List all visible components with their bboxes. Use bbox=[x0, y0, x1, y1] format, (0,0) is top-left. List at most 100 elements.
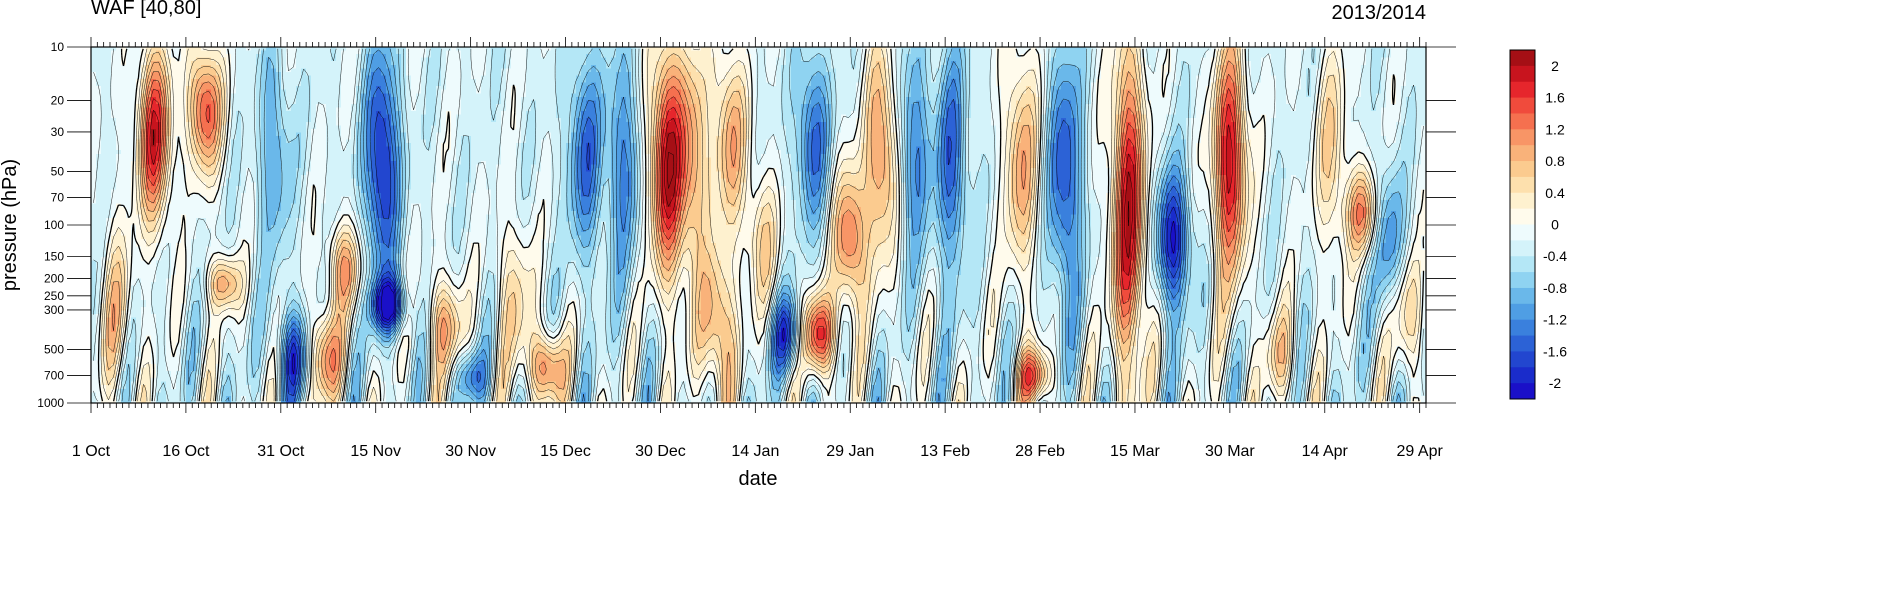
contour-cell bbox=[261, 68, 267, 72]
contour-cell bbox=[1251, 65, 1262, 69]
contour-cell bbox=[946, 129, 957, 133]
contour-cell bbox=[446, 61, 462, 65]
contour-cell bbox=[791, 58, 802, 62]
contour-cell bbox=[561, 143, 567, 147]
contour-cell bbox=[696, 118, 702, 122]
contour-cell bbox=[1151, 104, 1172, 108]
contour-cell bbox=[601, 132, 607, 136]
contour-cell bbox=[471, 51, 487, 55]
contour-cell bbox=[1116, 118, 1122, 122]
contour-cell bbox=[901, 118, 907, 122]
contour-cell bbox=[606, 122, 612, 126]
contour-cell bbox=[841, 122, 857, 126]
contour-cell bbox=[1356, 104, 1372, 108]
contour-cell bbox=[406, 132, 422, 136]
contour-cell bbox=[526, 93, 557, 97]
contour-cell bbox=[821, 86, 827, 90]
contour-cell bbox=[1406, 54, 1427, 58]
contour-cell bbox=[101, 136, 117, 140]
contour-cell bbox=[351, 122, 357, 126]
contour-cell bbox=[1271, 132, 1312, 136]
contour-cell bbox=[161, 150, 167, 154]
contour-cell bbox=[956, 61, 962, 65]
contour-cell bbox=[921, 104, 927, 108]
contour-cell bbox=[426, 83, 442, 87]
contour-cell bbox=[1096, 129, 1112, 133]
contour-cell bbox=[1226, 61, 1232, 65]
contour-cell bbox=[966, 132, 997, 136]
contour-cell bbox=[831, 79, 837, 83]
contour-cell bbox=[1091, 136, 1097, 140]
contour-cell bbox=[431, 140, 437, 144]
contour-cell bbox=[386, 111, 392, 115]
contour-cell bbox=[1416, 115, 1427, 119]
contour-cell bbox=[701, 140, 707, 144]
contour-cell bbox=[816, 104, 822, 108]
contour-cell bbox=[1146, 86, 1162, 90]
contour-cell bbox=[521, 118, 527, 122]
contour-cell bbox=[966, 125, 997, 129]
contour-cell bbox=[1006, 143, 1012, 147]
contour-cell bbox=[581, 154, 587, 158]
contour-cell bbox=[831, 75, 837, 79]
contour-cell bbox=[926, 65, 932, 69]
contour-cell bbox=[681, 68, 687, 72]
contour-cell bbox=[1146, 143, 1152, 147]
contour-cell bbox=[656, 93, 662, 97]
contour-cell bbox=[691, 111, 697, 115]
contour-cell bbox=[1031, 118, 1037, 122]
contour-cell bbox=[91, 79, 97, 83]
contour-cell bbox=[1036, 47, 1047, 51]
contour-cell bbox=[926, 72, 932, 76]
contour-cell bbox=[371, 154, 377, 158]
contour-cell bbox=[211, 115, 217, 119]
contour-cell bbox=[591, 83, 597, 87]
contour-cell bbox=[601, 150, 612, 154]
contour-cell bbox=[511, 51, 527, 55]
contour-cell bbox=[91, 118, 102, 122]
contour-cell bbox=[506, 61, 512, 65]
contour-cell bbox=[1216, 83, 1222, 87]
contour-cell bbox=[1111, 97, 1117, 101]
contour-cell bbox=[706, 90, 727, 94]
contour-cell bbox=[501, 100, 507, 104]
contour-cell bbox=[991, 75, 997, 79]
contour-cell bbox=[1406, 111, 1417, 115]
contour-cell bbox=[1206, 104, 1212, 108]
contour-cell bbox=[1056, 72, 1082, 76]
contour-cell bbox=[961, 47, 967, 51]
contour-cell bbox=[436, 104, 442, 108]
contour-cell bbox=[1286, 90, 1297, 94]
contour-cell bbox=[311, 83, 342, 87]
contour-cell bbox=[471, 147, 502, 151]
contour-cell bbox=[1326, 61, 1337, 65]
contour-cell bbox=[636, 129, 642, 133]
contour-cell bbox=[941, 143, 947, 147]
contour-cell bbox=[1216, 150, 1222, 154]
contour-cell bbox=[556, 83, 577, 87]
contour-cell bbox=[926, 68, 932, 72]
contour-cell bbox=[341, 54, 357, 58]
contour-cell bbox=[221, 104, 227, 108]
contour-cell bbox=[911, 154, 917, 158]
contour-cell bbox=[301, 75, 312, 79]
contour-cell bbox=[231, 61, 237, 65]
contour-cell bbox=[1136, 140, 1142, 144]
contour-cell bbox=[901, 61, 907, 65]
contour-cell bbox=[701, 147, 707, 151]
contour-cell bbox=[1076, 111, 1082, 115]
contour-cell bbox=[456, 147, 462, 151]
contour-cell bbox=[1171, 54, 1177, 58]
contour-cell bbox=[1056, 143, 1072, 147]
contour-cell bbox=[246, 47, 252, 51]
contour-cell bbox=[1046, 68, 1052, 72]
contour-cell bbox=[681, 154, 687, 158]
contour-cell bbox=[1066, 118, 1077, 122]
contour-cell bbox=[861, 125, 867, 129]
contour-cell bbox=[801, 111, 807, 115]
contour-cell bbox=[786, 58, 792, 62]
contour-cell bbox=[171, 147, 177, 151]
contour-cell bbox=[391, 93, 397, 97]
contour-cell bbox=[1211, 108, 1217, 112]
contour-cell bbox=[391, 122, 397, 126]
